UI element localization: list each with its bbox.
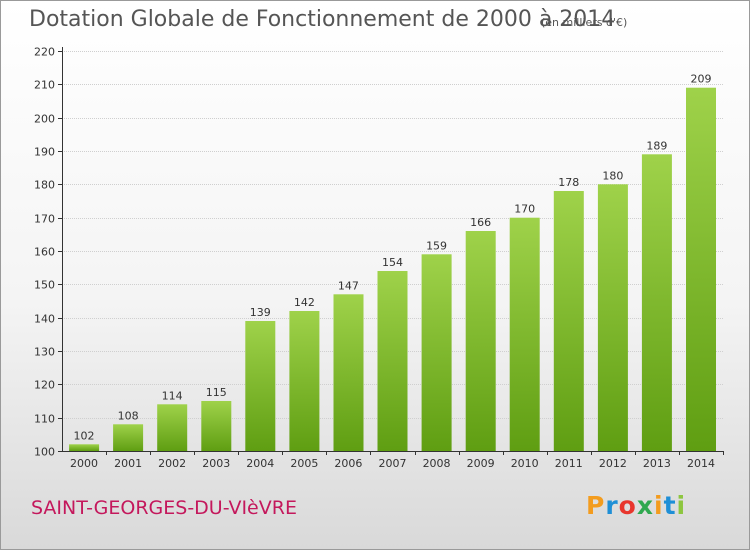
x-tick-label-2009: 2009 — [467, 457, 495, 470]
logo-letter: P — [586, 491, 606, 520]
data-label-2001: 108 — [118, 409, 139, 422]
bar-2014 — [686, 87, 716, 451]
x-tick-label-2000: 2000 — [70, 457, 98, 470]
y-tick-label: 220 — [34, 46, 55, 59]
data-label-2012: 180 — [602, 169, 623, 182]
y-tick-label: 130 — [34, 346, 55, 359]
y-tick-label: 110 — [34, 413, 55, 426]
commune-name: SAINT-GEORGES-DU-VIèVRE — [31, 497, 297, 519]
data-label-2003: 115 — [206, 386, 227, 399]
x-tick-label-2010: 2010 — [511, 457, 539, 470]
data-label-2006: 147 — [338, 279, 359, 292]
data-label-2002: 114 — [162, 389, 183, 402]
data-label-2004: 139 — [250, 306, 271, 319]
axes: 100 110 120 130 140 150 160 170 180 190 200 210 220 2… — [34, 46, 724, 470]
x-tick-label-2002: 2002 — [158, 457, 186, 470]
bar-2003 — [201, 401, 232, 451]
y-tick-label: 210 — [34, 79, 55, 92]
logo-letter: t — [663, 491, 677, 520]
logo-letter: o — [618, 491, 637, 520]
bars: 102 108 114 115 139 142 147 154 159 166 170 178 180 1… — [69, 73, 716, 452]
bar-2011 — [553, 191, 584, 451]
bar-2007 — [377, 271, 408, 451]
logo-letter: i — [654, 491, 664, 520]
y-tick-label: 180 — [34, 179, 55, 192]
y-tick-label: 100 — [34, 446, 55, 459]
bar-2010 — [509, 217, 540, 451]
bar-2012 — [597, 184, 628, 452]
data-label-2010: 170 — [514, 203, 535, 216]
bar-2004 — [245, 321, 276, 451]
data-label-2014: 209 — [690, 73, 711, 86]
bar-2002 — [157, 404, 188, 451]
bar-2006 — [333, 294, 364, 451]
proxiti-logo[interactable]: Proxiti — [586, 491, 686, 520]
logo-letter: r — [605, 491, 619, 520]
x-tick-label-2012: 2012 — [599, 457, 627, 470]
x-tick-label-2013: 2013 — [643, 457, 671, 470]
x-tick-label-2011: 2011 — [555, 457, 583, 470]
x-tick-label-2001: 2001 — [114, 457, 142, 470]
x-tick-label-2006: 2006 — [334, 457, 362, 470]
unit-note: (en milliers d'€) — [541, 16, 628, 29]
data-label-2000: 102 — [74, 429, 95, 442]
data-label-2007: 154 — [382, 256, 403, 269]
bar-2001 — [113, 424, 144, 451]
y-tick-label: 190 — [34, 146, 55, 159]
data-label-2011: 178 — [558, 176, 579, 189]
x-tick-label-2005: 2005 — [290, 457, 318, 470]
y-tick-label: 160 — [34, 246, 55, 259]
x-tick-label-2014: 2014 — [687, 457, 715, 470]
data-label-2013: 189 — [646, 139, 667, 152]
x-tick-label-2007: 2007 — [379, 457, 407, 470]
bar-2005 — [289, 311, 320, 451]
logo-letter: i — [676, 491, 687, 520]
chart-title: Dotation Globale de Fonctionnement de 20… — [29, 7, 616, 32]
x-tick-label-2003: 2003 — [202, 457, 230, 470]
y-tick-label: 150 — [34, 279, 55, 292]
data-label-2008: 159 — [426, 239, 447, 252]
data-label-2009: 166 — [470, 216, 491, 229]
y-tick-label: 170 — [34, 213, 55, 226]
y-tick-label: 120 — [34, 379, 55, 392]
bar-2013 — [641, 154, 672, 452]
bar-2000 — [69, 444, 100, 451]
y-tick-label: 200 — [34, 113, 55, 126]
data-label-2005: 142 — [294, 296, 315, 309]
x-tick-label-2008: 2008 — [423, 457, 451, 470]
bar-2009 — [465, 231, 496, 451]
y-tick-label: 140 — [34, 313, 55, 326]
x-tick-label-2004: 2004 — [246, 457, 274, 470]
bar-2008 — [421, 254, 452, 451]
logo-letter: x — [636, 491, 654, 520]
